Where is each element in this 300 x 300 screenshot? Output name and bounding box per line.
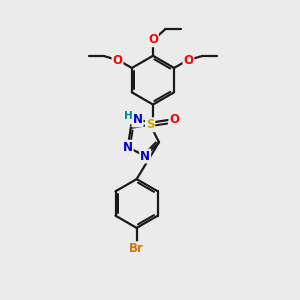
Text: O: O xyxy=(112,54,122,67)
Text: N: N xyxy=(123,141,133,154)
Text: N: N xyxy=(133,113,142,127)
Text: N: N xyxy=(140,149,150,163)
Text: O: O xyxy=(148,33,158,46)
Text: O: O xyxy=(183,54,194,67)
Text: O: O xyxy=(169,113,179,127)
Text: Br: Br xyxy=(129,242,144,255)
Text: S: S xyxy=(146,118,154,131)
Text: H: H xyxy=(124,110,132,121)
